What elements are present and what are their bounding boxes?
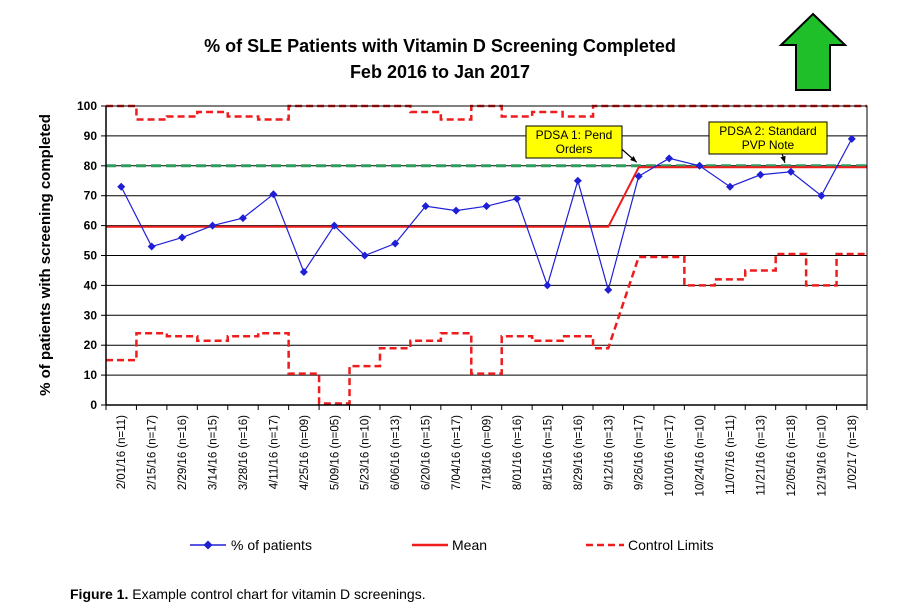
y-tick-label-30: 30	[84, 308, 98, 322]
data-point	[817, 191, 826, 200]
legend-label-control: Control Limits	[628, 537, 714, 553]
upper-control-limit	[106, 104, 867, 121]
legend: % of patients Mean Control Limits	[190, 537, 714, 553]
data-point	[452, 206, 461, 215]
x-tick-label: 3/28/16 (n=16)	[238, 415, 250, 490]
x-tick-label: 6/20/16 (n=15)	[421, 415, 433, 490]
percent-series	[117, 134, 856, 294]
mean-path	[106, 166, 867, 228]
legend-label-mean: Mean	[452, 537, 487, 553]
x-tick-label: 9/26/16 (n=17)	[634, 415, 646, 490]
x-tick-label: 4/11/16 (n=17)	[268, 415, 280, 489]
data-point	[573, 176, 582, 185]
y-tick-label-100: 100	[77, 99, 97, 113]
data-point	[512, 194, 521, 203]
x-tick-label: 11/07/16 (n=11)	[725, 415, 737, 495]
caption-label: Figure 1.	[70, 586, 129, 602]
data-point	[695, 161, 704, 170]
x-axis-ticks: 2/01/16 (n=11) 2/15/16 (n=17) 2/29/16 (n=1…	[105, 405, 868, 497]
x-tick-label: 3/14/16 (n=15)	[208, 415, 220, 490]
data-point	[360, 251, 369, 260]
x-tick-label: 5/23/16 (n=10)	[360, 415, 372, 490]
data-point	[847, 134, 856, 143]
annotation-text-line1: PDSA 1: Pend	[536, 128, 613, 142]
y-tick-label-0: 0	[90, 398, 97, 412]
annotation-text-line2: Orders	[556, 142, 593, 156]
annotation-box	[708, 121, 828, 155]
y-tick-label-80: 80	[84, 159, 98, 173]
y-tick-label-90: 90	[84, 129, 98, 143]
mean-line	[106, 166, 867, 228]
x-tick-label: 2/15/16 (n=17)	[147, 415, 159, 490]
data-point	[726, 182, 735, 191]
data-point	[482, 202, 491, 211]
axes	[105, 105, 868, 406]
x-tick-label: 10/24/16 (n=10)	[695, 415, 707, 497]
y-tick-label-40: 40	[84, 278, 98, 292]
y-tick-label-50: 50	[84, 249, 98, 263]
data-point	[421, 202, 430, 211]
data-point	[269, 190, 278, 199]
data-point	[634, 172, 643, 181]
figure-caption: Figure 1. Example control chart for vita…	[70, 586, 426, 602]
up-arrow-icon	[778, 12, 848, 91]
data-point	[391, 239, 400, 248]
x-tick-label: 12/19/16 (n=10)	[816, 415, 828, 497]
data-point	[208, 221, 217, 230]
x-tick-label: 7/18/16 (n=09)	[482, 415, 494, 490]
data-point	[665, 154, 674, 163]
chart-title-line2: Feb 2016 to Jan 2017	[350, 62, 530, 82]
x-tick-label: 5/09/16 (n=05)	[329, 415, 341, 490]
y-tick-label-60: 60	[84, 219, 98, 233]
data-point	[330, 221, 339, 230]
y-tick-label-70: 70	[84, 189, 98, 203]
x-tick-label: 8/01/16 (n=16)	[512, 415, 524, 490]
lower-control-limit	[106, 252, 867, 405]
x-tick-label: 7/04/16 (n=17)	[451, 415, 463, 490]
chart-title-line1: % of SLE Patients with Vitamin D Screeni…	[204, 36, 676, 56]
data-point	[756, 170, 765, 179]
data-point	[543, 281, 552, 290]
annotation-text-line2: PVP Note	[742, 138, 795, 152]
legend-marker-percent	[203, 540, 213, 550]
annotation-text-line1: PDSA 2: Standard	[719, 124, 816, 138]
data-point	[238, 214, 247, 223]
x-tick-label: 11/21/16 (n=13)	[755, 415, 767, 496]
x-tick-label: 4/25/16 (n=09)	[299, 415, 311, 490]
y-axis-ticks: 0 10 20 30 40 50 60 70 80 90 100	[77, 99, 106, 412]
percent-series-line	[120, 138, 853, 293]
x-tick-label: 8/15/16 (n=15)	[542, 415, 554, 490]
annotation-box	[525, 125, 623, 159]
y-tick-label-10: 10	[84, 368, 98, 382]
x-tick-label: 1/02/17 (n=18)	[847, 415, 859, 490]
x-tick-label: 12/05/16 (n=18)	[786, 415, 798, 497]
y-tick-label-20: 20	[84, 338, 98, 352]
caption-text: Example control chart for vitamin D scre…	[128, 586, 426, 602]
x-tick-label: 2/29/16 (n=16)	[177, 415, 189, 490]
data-point	[117, 182, 126, 191]
x-tick-label: 10/10/16 (n=17)	[664, 415, 676, 497]
y-axis-label: % of patients with screening completed	[37, 114, 54, 396]
annotation-arrowhead	[630, 155, 637, 163]
data-point	[786, 167, 795, 176]
x-tick-label: 2/01/16 (n=11)	[116, 415, 128, 489]
data-point	[147, 242, 156, 251]
data-point	[178, 233, 187, 242]
data-point	[299, 267, 308, 276]
x-tick-label: 6/06/16 (n=13)	[390, 415, 402, 490]
legend-label-percent: % of patients	[231, 537, 312, 553]
x-tick-label: 9/12/16 (n=13)	[603, 415, 615, 490]
annotation-arrowhead	[780, 155, 786, 163]
x-tick-label: 8/29/16 (n=16)	[573, 415, 585, 490]
data-point	[604, 285, 613, 294]
